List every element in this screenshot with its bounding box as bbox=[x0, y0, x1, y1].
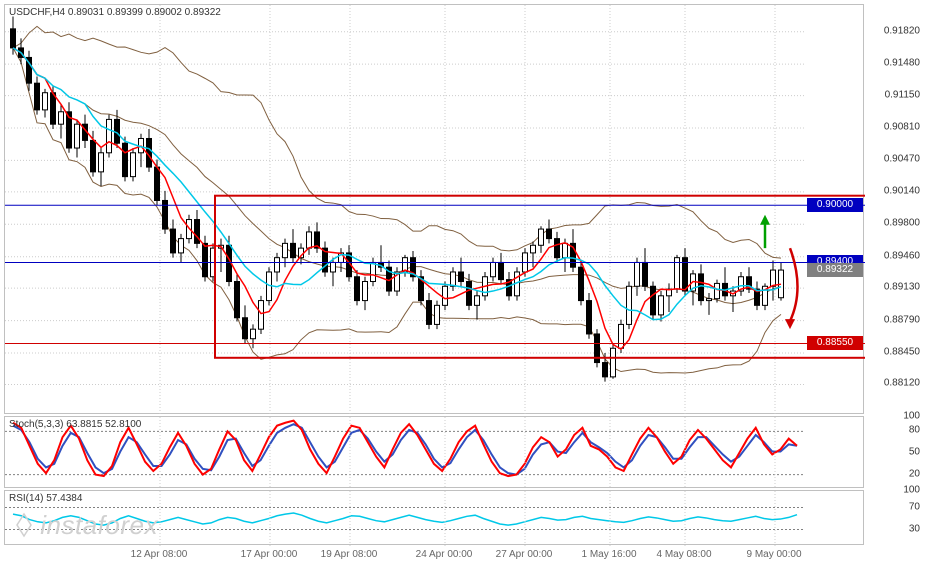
x-tick: 24 Apr 00:00 bbox=[416, 549, 473, 560]
y-tick: 100 bbox=[903, 485, 920, 496]
main-price-panel[interactable]: USDCHF,H4 0.89031 0.89399 0.89002 0.8932… bbox=[4, 4, 864, 414]
y-tick: 0.89800 bbox=[884, 218, 920, 229]
y-tick: 0.88450 bbox=[884, 347, 920, 358]
y-tick: 0.89130 bbox=[884, 282, 920, 293]
y-tick: 0.89460 bbox=[884, 250, 920, 261]
y-tick: 0.90810 bbox=[884, 122, 920, 133]
current-price-tag: 0.89322 bbox=[807, 263, 863, 277]
y-tick: 0.91820 bbox=[884, 25, 920, 36]
y-axis-rsi: 3070100 bbox=[864, 490, 924, 545]
y-tick: 0.91150 bbox=[885, 89, 920, 100]
rsi-title: RSI(14) 57.4384 bbox=[9, 493, 82, 504]
x-tick: 12 Apr 08:00 bbox=[131, 549, 188, 560]
y-tick: 0.90470 bbox=[884, 154, 920, 165]
y-tick: 80 bbox=[909, 425, 920, 436]
x-tick: 17 Apr 00:00 bbox=[241, 549, 298, 560]
rsi-panel[interactable]: RSI(14) 57.4384 bbox=[4, 490, 864, 545]
x-axis: 12 Apr 08:00 17 Apr 00:00 19 Apr 08:00 24 A… bbox=[4, 549, 864, 569]
y-tick: 70 bbox=[909, 501, 920, 512]
stoch-title: Stoch(5,3,3) 63.8815 52.8100 bbox=[9, 419, 141, 430]
x-tick: 9 May 00:00 bbox=[746, 549, 801, 560]
x-tick: 19 Apr 08:00 bbox=[321, 549, 378, 560]
chart-container: USDCHF,H4 0.89031 0.89399 0.89002 0.8932… bbox=[0, 0, 928, 571]
y-axis-main: 0.88120 0.88450 0.88790 0.89130 0.89460 0.898… bbox=[864, 4, 924, 414]
x-tick: 1 May 16:00 bbox=[581, 549, 636, 560]
price-level-tag: 0.88550 bbox=[807, 336, 863, 350]
symbol-title: USDCHF,H4 0.89031 0.89399 0.89002 0.8932… bbox=[9, 7, 221, 18]
x-tick: 4 May 08:00 bbox=[656, 549, 711, 560]
y-tick: 30 bbox=[909, 523, 920, 534]
y-tick: 0.88120 bbox=[884, 378, 920, 389]
y-tick: 0.90140 bbox=[884, 185, 920, 196]
y-tick: 50 bbox=[909, 447, 920, 458]
y-axis-stoch: 205080100 bbox=[864, 416, 924, 488]
rsi-svg bbox=[5, 491, 865, 546]
stochastic-panel[interactable]: Stoch(5,3,3) 63.8815 52.8100 bbox=[4, 416, 864, 488]
main-svg bbox=[5, 5, 865, 415]
y-tick: 0.91480 bbox=[884, 58, 920, 69]
price-level-tag: 0.90000 bbox=[807, 198, 863, 212]
y-tick: 100 bbox=[903, 411, 920, 422]
x-tick: 27 Apr 00:00 bbox=[496, 549, 553, 560]
y-tick: 20 bbox=[909, 468, 920, 479]
y-tick: 0.88790 bbox=[884, 314, 920, 325]
